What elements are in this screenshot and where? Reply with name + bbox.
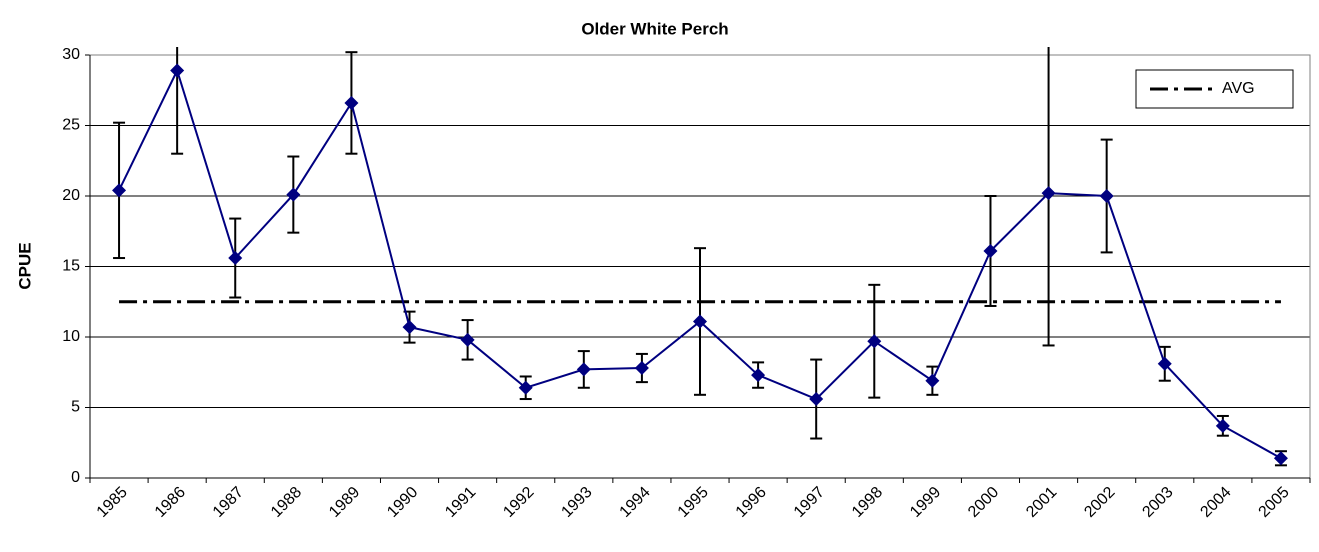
x-tick-label: 1986 [152, 484, 189, 521]
data-point [460, 332, 475, 347]
x-tick-label: 2003 [1139, 484, 1176, 521]
x-tick-label: 2000 [965, 484, 1002, 521]
data-point [1099, 189, 1114, 203]
x-tick-label: 1996 [733, 484, 770, 521]
data-point [634, 361, 649, 376]
data-point [809, 392, 824, 407]
data-point [228, 251, 243, 266]
data-point [344, 95, 359, 110]
x-tick-label: 1992 [500, 484, 537, 521]
data-point [518, 380, 533, 395]
y-tick-label: 0 [71, 469, 80, 486]
chart-title: Older White Perch [581, 19, 728, 38]
data-point [925, 373, 940, 388]
data-point [402, 320, 417, 335]
x-tick-label: 1995 [675, 484, 712, 521]
data-point [1157, 356, 1172, 371]
x-tick-label: 2002 [1081, 484, 1118, 521]
legend-label: AVG [1222, 80, 1255, 97]
data-point [1041, 186, 1056, 201]
x-tick-label: 1994 [617, 484, 654, 521]
y-tick-label: 10 [62, 328, 80, 345]
x-tick-label: 1991 [442, 484, 479, 521]
x-tick-label: 2005 [1256, 484, 1293, 521]
data-point [576, 362, 591, 377]
data-point [867, 334, 882, 349]
data-point [1215, 418, 1230, 433]
data-point [1273, 451, 1288, 466]
data-point [170, 63, 185, 78]
x-tick-label: 1990 [384, 484, 421, 521]
y-tick-label: 30 [62, 46, 80, 63]
x-tick-label: 1998 [849, 484, 886, 521]
x-tick-label: 2001 [1023, 484, 1060, 521]
x-tick-label: 1997 [791, 484, 828, 521]
y-axis-label: CPUE [15, 242, 34, 289]
x-tick-label: 1993 [558, 484, 595, 521]
data-point [751, 368, 766, 383]
y-tick-label: 15 [62, 258, 80, 275]
x-tick-label: 1987 [210, 484, 247, 521]
x-tick-label: 1989 [326, 484, 363, 521]
x-tick-label: 1985 [94, 484, 131, 521]
y-tick-label: 5 [71, 399, 80, 416]
data-point [112, 183, 127, 198]
y-tick-label: 20 [62, 187, 80, 204]
x-tick-label: 2004 [1197, 484, 1234, 521]
data-point [983, 243, 998, 258]
x-tick-label: 1999 [907, 484, 944, 521]
data-point [693, 314, 707, 329]
x-tick-label: 1988 [268, 484, 305, 521]
data-point [286, 187, 301, 202]
y-tick-label: 25 [62, 117, 80, 134]
